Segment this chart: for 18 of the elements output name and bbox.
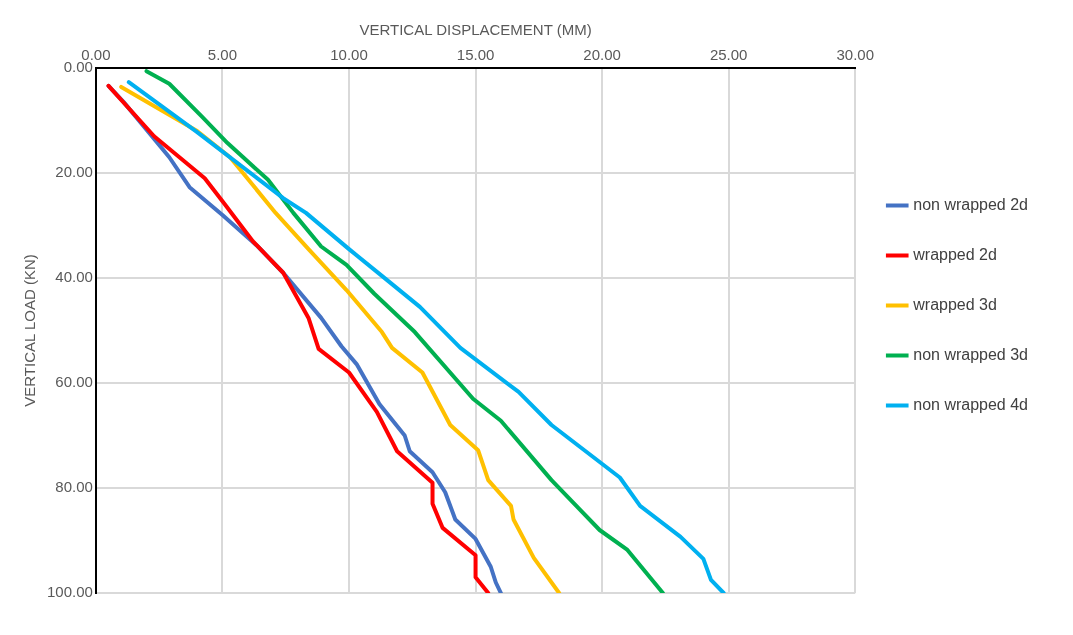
x-tick-label: 10.00 [330,46,368,64]
y-tick-label: 80.00 [55,478,93,496]
legend-label: wrapped 2d [912,245,997,263]
y-tick-label: 20.00 [55,163,93,181]
x-tick-label: 25.00 [709,46,748,64]
y-tick-label: 40.00 [55,268,93,286]
x-axis-title: VERTICAL DISPLACEMENT (MM) [359,21,592,39]
y-axis-title: VERTICAL LOAD (KN) [21,254,39,407]
x-tick-label: 5.00 [207,46,238,64]
x-tick-label: 30.00 [836,46,875,64]
legend-label: non wrapped 4d [913,395,1029,413]
y-tick-label: 100.00 [46,583,93,601]
y-tick-label: 60.00 [55,373,93,391]
x-tick-label: 20.00 [583,46,621,64]
legend-label: wrapped 3d [912,295,997,313]
legend-label: non wrapped 2d [913,195,1029,213]
x-tick-label: 15.00 [456,46,495,64]
legend-label: non wrapped 3d [913,345,1029,363]
